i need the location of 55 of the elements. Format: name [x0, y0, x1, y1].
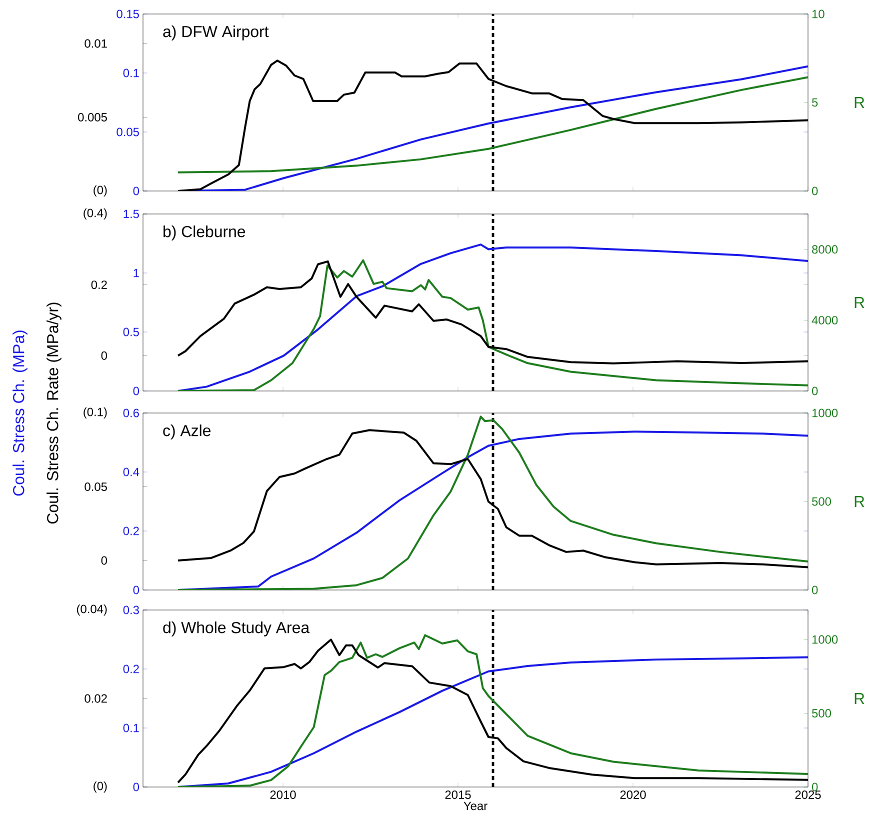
y3-tick-label: (0.4) — [84, 208, 107, 220]
y2-tick-label: 5 — [812, 98, 818, 107]
y-tick-label: 0.6 — [123, 408, 139, 418]
x-tick-label: 2010 — [270, 790, 296, 799]
y-tick-label: 0.2 — [123, 664, 139, 674]
text: d) Whole Study Area — [163, 622, 310, 636]
y3-tick-label: 0.2 — [91, 280, 107, 290]
y3-tick-label: 0.02 — [84, 694, 107, 703]
y-tick-label: 0.1 — [123, 68, 139, 78]
y2-axis-title: R — [854, 693, 864, 704]
x-axis-title: Year — [464, 802, 488, 810]
y-tick-label: 0.3 — [123, 606, 139, 614]
y2-tick-label: 1000 — [812, 635, 838, 644]
x-tick-label: 2020 — [620, 790, 646, 799]
y-tick-label: 0.2 — [123, 526, 139, 536]
y-tick-label: 0.5 — [123, 328, 139, 336]
y-tick-label: 0.15 — [116, 10, 139, 18]
y3-tick-label: (0) — [94, 185, 107, 197]
y3-tick-label: 0 — [101, 556, 108, 565]
y-tick-label: 0.4 — [123, 468, 140, 476]
y3-tick-label: (0.1) — [84, 407, 107, 419]
y2-tick-label: 0 — [812, 186, 818, 196]
text: b) Cleburne — [164, 226, 246, 240]
y3-tick-label: 0.05 — [84, 482, 107, 491]
y-tick-label: 0 — [133, 586, 140, 594]
y2-tick-label: 1000 — [812, 408, 838, 418]
y2-tick-label: 10 — [812, 10, 824, 18]
y-tick-label: 1 — [134, 268, 139, 278]
y-tick-label: 0 — [133, 386, 140, 396]
y2-tick-label: 8000 — [812, 245, 838, 254]
y2-tick-label: 0 — [812, 782, 818, 792]
text: a) DFW Airport — [163, 26, 269, 40]
y-tick-label: 1.5 — [124, 210, 139, 218]
y-tick-label: 0.1 — [123, 724, 139, 732]
y3-tick-label: 0.005 — [78, 113, 107, 122]
y2-tick-label: 500 — [812, 709, 832, 718]
y2-axis-title: R — [854, 297, 864, 308]
y-tick-label: 0 — [133, 186, 140, 196]
y2-tick-label: 4000 — [812, 316, 838, 324]
y3-axis-title: Coul. Stress Ch. Rate (MPa/yr) — [46, 302, 62, 524]
y2-tick-label: 500 — [812, 497, 832, 506]
y2-axis-title: R — [854, 496, 864, 507]
text: c) Azle — [163, 424, 211, 440]
x-tick-label: 2025 — [795, 790, 821, 799]
y2-tick-label: 0 — [812, 586, 818, 594]
x-tick-label: 2015 — [445, 790, 471, 799]
y2-axis-title: R — [854, 97, 864, 108]
y3-tick-label: 0 — [101, 351, 108, 360]
y3-tick-label: (0) — [94, 781, 107, 793]
y3-tick-label: 0.01 — [84, 39, 107, 48]
y-axis-title: Coul. Stress Ch. (MPa) — [12, 330, 28, 496]
y2-tick-label: 0 — [812, 386, 818, 396]
y3-tick-label: (0.04) — [76, 604, 107, 616]
y-tick-label: 0.05 — [116, 128, 139, 136]
y-tick-label: 0 — [133, 782, 140, 792]
